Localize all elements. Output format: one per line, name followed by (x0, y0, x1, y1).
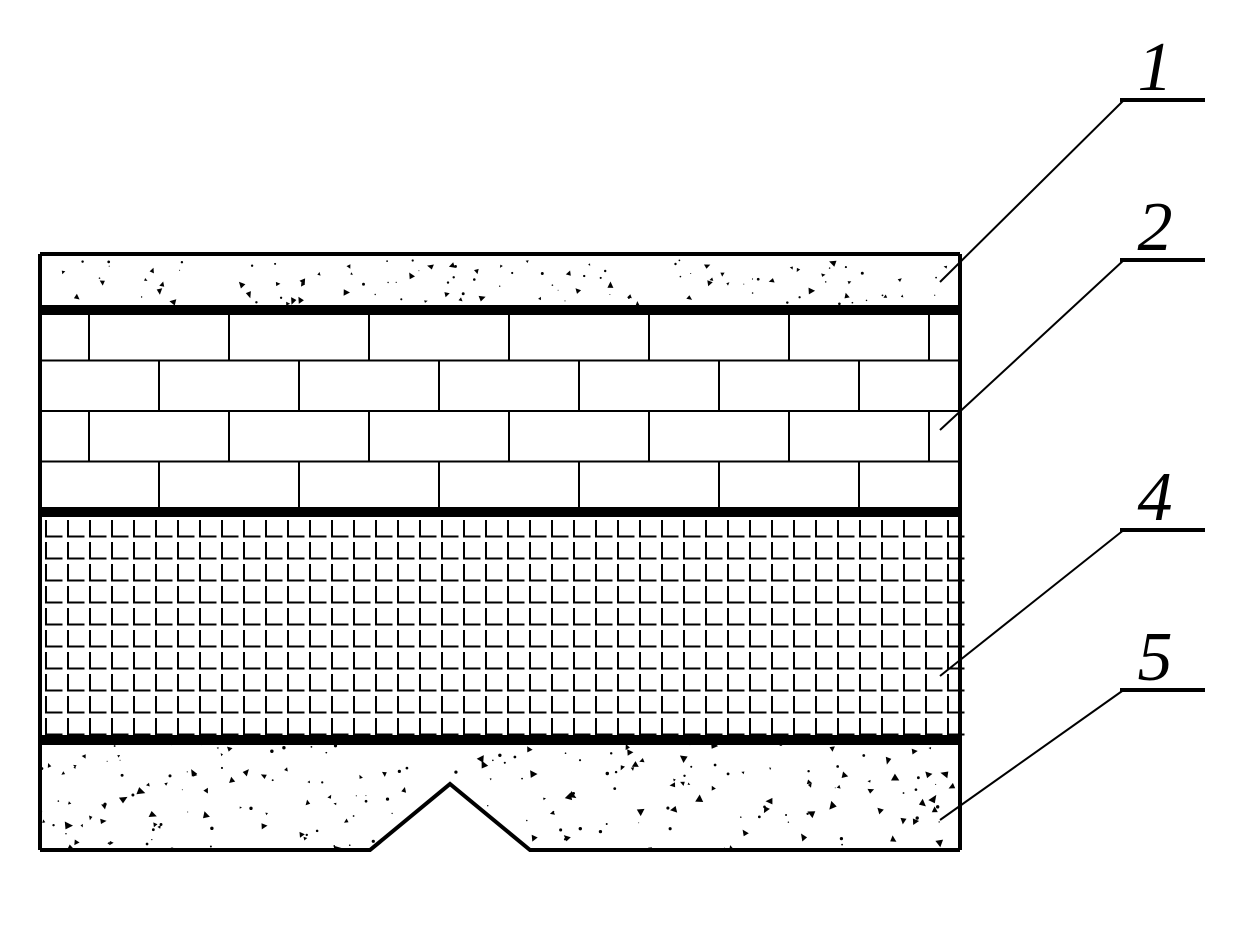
label-4-leader (940, 529, 1125, 676)
label-1-leader (940, 99, 1125, 282)
label-1: 1 (1138, 29, 1173, 106)
cross-section-diagram: 1 2 4 5 (0, 0, 1240, 948)
label-5: 5 (1138, 619, 1173, 696)
label-5-leader (940, 689, 1125, 820)
label-4: 4 (1138, 459, 1173, 536)
label-2-leader (940, 259, 1125, 430)
label-2: 2 (1138, 189, 1173, 266)
